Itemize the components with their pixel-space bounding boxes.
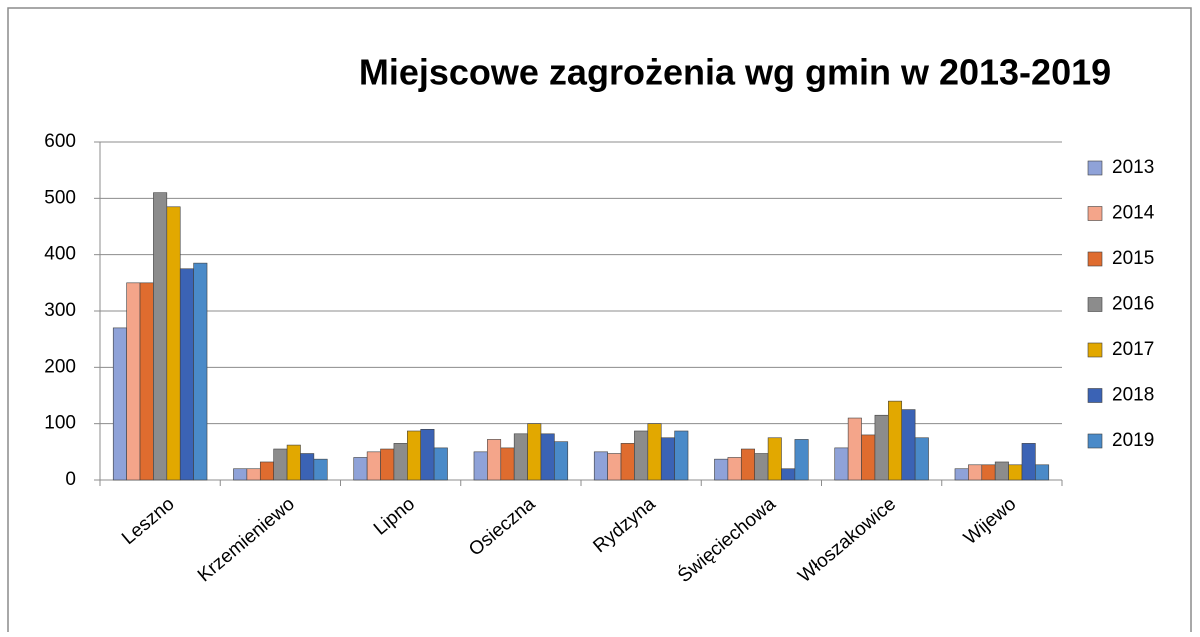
- y-tick-label: 600: [44, 131, 76, 152]
- bar: [353, 457, 368, 481]
- bar: [593, 451, 608, 481]
- bar: [660, 437, 675, 481]
- bar: [714, 458, 729, 481]
- bar: [407, 430, 422, 481]
- bar: [473, 451, 488, 481]
- legend-label: 2019: [1112, 430, 1154, 451]
- legend-swatch: [1087, 160, 1103, 176]
- bar: [647, 423, 662, 481]
- bar: [540, 433, 555, 481]
- bar: [1035, 464, 1050, 481]
- bar: [781, 468, 796, 481]
- bar: [794, 439, 809, 481]
- bar: [981, 464, 996, 481]
- bar: [300, 453, 315, 481]
- bar: [513, 433, 528, 481]
- bar: [193, 262, 208, 481]
- legend-swatch: [1087, 251, 1103, 267]
- bar: [166, 206, 181, 481]
- bar: [554, 441, 569, 481]
- bar: [153, 192, 168, 481]
- bar: [126, 282, 141, 481]
- legend-label: 2018: [1112, 385, 1154, 406]
- bar: [674, 430, 689, 481]
- y-tick-label: 400: [44, 244, 76, 265]
- legend-label: 2015: [1112, 248, 1154, 269]
- bar: [366, 451, 381, 481]
- y-tick-label: 100: [44, 413, 76, 434]
- bar: [740, 448, 755, 481]
- legend-label: 2013: [1112, 157, 1154, 178]
- bar: [994, 461, 1009, 481]
- bar: [847, 417, 862, 481]
- bar: [954, 468, 969, 481]
- legend-label: 2014: [1112, 203, 1155, 224]
- bar: [420, 428, 435, 481]
- bar: [1021, 443, 1036, 481]
- bar: [634, 430, 649, 481]
- y-tick-label: 200: [44, 356, 76, 377]
- bar: [139, 282, 154, 481]
- bar: [968, 464, 983, 481]
- bar: [487, 439, 502, 481]
- bar: [380, 448, 395, 481]
- bar: [861, 434, 876, 481]
- bar: [1008, 464, 1023, 481]
- bar: [754, 453, 769, 481]
- bar: [500, 447, 515, 481]
- legend-label: 2016: [1112, 294, 1154, 315]
- bar: [888, 400, 903, 481]
- bar: [393, 443, 408, 481]
- bar: [914, 437, 929, 481]
- bar: [767, 437, 782, 481]
- chart-title: Miejscowe zagrożenia wg gmin w 2013-2019: [359, 52, 1111, 93]
- bar: [620, 443, 635, 481]
- legend-swatch: [1087, 206, 1103, 221]
- bar: [433, 447, 448, 481]
- legend-swatch: [1087, 297, 1103, 312]
- bar: [259, 461, 274, 481]
- bar: [607, 453, 622, 481]
- legend-swatch: [1087, 433, 1103, 449]
- bar: [313, 458, 328, 481]
- bar: [834, 447, 849, 481]
- bar: [901, 409, 916, 481]
- bar: [112, 327, 127, 481]
- bar: [273, 448, 288, 481]
- bar: [874, 414, 889, 481]
- legend-swatch: [1087, 342, 1103, 358]
- y-tick-label: 500: [44, 187, 76, 208]
- bar: [727, 457, 742, 481]
- y-tick-label: 0: [65, 469, 76, 490]
- bar: [246, 468, 261, 481]
- legend-label: 2017: [1112, 339, 1154, 360]
- bar: [527, 423, 542, 481]
- bar: [286, 444, 301, 481]
- bar: [233, 468, 248, 481]
- legend-swatch: [1087, 388, 1103, 403]
- y-tick-label: 300: [44, 300, 76, 321]
- bar: [179, 268, 194, 481]
